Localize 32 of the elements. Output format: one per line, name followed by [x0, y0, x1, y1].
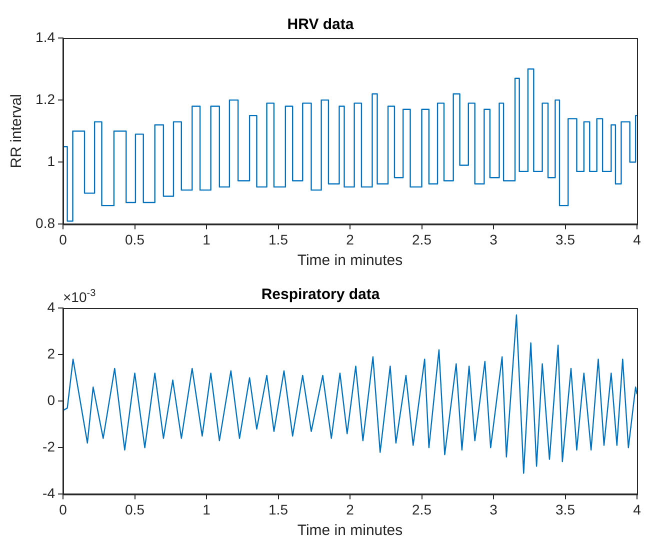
- y-tick-label: -4: [42, 485, 56, 502]
- x-axis-title: Time in minutes: [297, 252, 403, 270]
- x-tick-label: 4: [633, 501, 642, 518]
- y-tick-label: 2: [47, 345, 56, 362]
- x-tick-label: 2.5: [412, 231, 432, 248]
- x-tick-label: 1.5: [268, 231, 288, 248]
- y-tick-label: 0: [47, 392, 56, 408]
- y-tick-label: 0.8: [36, 215, 56, 232]
- chart-title: Respiratory data: [261, 286, 380, 304]
- x-tick-label: 3: [490, 231, 498, 248]
- chart-title: HRV data: [287, 16, 354, 34]
- x-tick-label: 1: [202, 501, 211, 518]
- x-tick-label: 3.5: [556, 231, 576, 248]
- y-tick-label: 1.4: [36, 28, 56, 45]
- x-tick-label: 0.5: [125, 501, 145, 518]
- x-tick-label: 2.5: [412, 501, 432, 518]
- y-tick-label: 1.2: [36, 90, 56, 107]
- y-tick-label: 1: [47, 152, 56, 169]
- x-tick-label: 0: [59, 501, 68, 518]
- y-tick-label: -2: [42, 438, 56, 455]
- y-tick-label: 4: [47, 298, 56, 315]
- x-tick-label: 1.5: [268, 501, 288, 518]
- x-tick-label: 0: [59, 231, 68, 248]
- x-tick-label: 3: [490, 501, 498, 518]
- x-tick-label: 4: [633, 231, 642, 248]
- x-tick-label: 3.5: [556, 501, 576, 518]
- y-axis-title: RR interval: [8, 94, 26, 168]
- x-axis-title: Time in minutes: [297, 522, 403, 540]
- x-tick-label: 2: [346, 501, 354, 518]
- x-tick-label: 0.5: [125, 231, 145, 248]
- x-tick-label: 1: [202, 231, 211, 248]
- x-tick-label: 2: [346, 231, 354, 248]
